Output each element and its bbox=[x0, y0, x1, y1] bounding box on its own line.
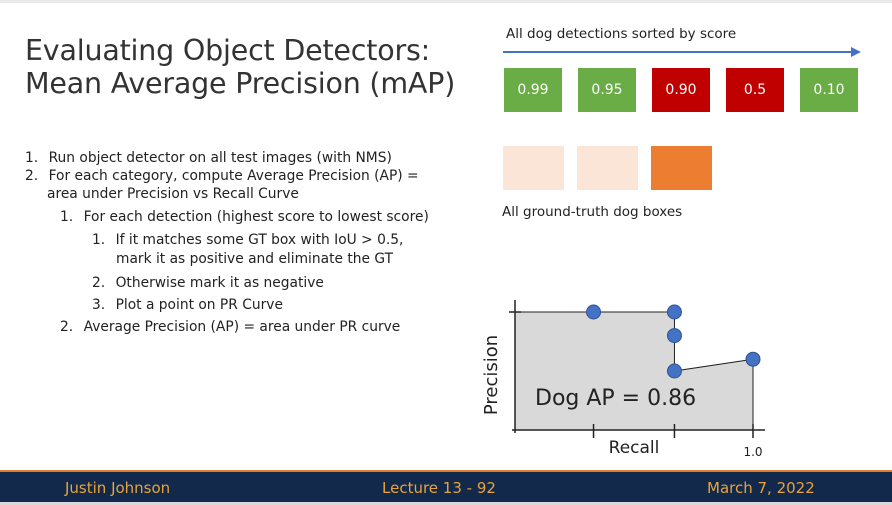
detection-score: 0.95 bbox=[591, 82, 623, 98]
detection-score: 0.90 bbox=[665, 82, 697, 98]
title-line-1: Evaluating Object Detectors: bbox=[25, 34, 431, 67]
pr-area bbox=[514, 311, 754, 431]
step-number: 2. bbox=[25, 168, 39, 184]
footer-bar: Justin Johnson Lecture 13 - 92 March 7, … bbox=[0, 470, 892, 504]
step-2: 2. For each category, compute Average Pr… bbox=[25, 167, 419, 185]
sort-arrow-icon bbox=[503, 47, 861, 57]
title-line-2: Mean Average Precision (mAP) bbox=[25, 67, 456, 100]
ground-truth-label: All ground-truth dog boxes bbox=[502, 204, 683, 220]
step-text: For each category, compute Average Preci… bbox=[48, 168, 419, 184]
step-number: 1. bbox=[60, 209, 74, 225]
pr-point bbox=[586, 304, 602, 320]
step-2-continuation: area under Precision vs Recall Curve bbox=[47, 186, 299, 202]
pr-points bbox=[586, 304, 761, 379]
x-tick-label: 1.0 bbox=[743, 445, 762, 459]
ground-truth-box bbox=[503, 146, 564, 190]
ground-truth-box bbox=[577, 146, 638, 190]
substep-2-1-1-continuation: mark it as positive and eliminate the GT bbox=[116, 251, 394, 267]
detection-box: 0.5 bbox=[726, 68, 784, 112]
substep-2-2: 2. Average Precision (AP) = area under P… bbox=[60, 318, 400, 336]
step-text: For each detection (highest score to low… bbox=[83, 209, 429, 225]
detection-score: 0.99 bbox=[517, 82, 549, 98]
step-number: 1. bbox=[25, 150, 39, 166]
bottom-rule bbox=[0, 502, 892, 505]
step-number: 2. bbox=[92, 275, 106, 291]
pr-point bbox=[666, 363, 682, 379]
pr-point bbox=[745, 351, 761, 367]
pr-curve-chart: Precision Recall 1.0 Dog AP = 0.86 bbox=[481, 300, 765, 459]
step-text: Otherwise mark it as negative bbox=[115, 275, 324, 291]
step-number: 1. bbox=[92, 232, 106, 248]
pr-point bbox=[666, 328, 682, 344]
pr-point bbox=[666, 304, 682, 320]
detection-box: 0.90 bbox=[652, 68, 710, 112]
ground-truth-box bbox=[651, 146, 712, 190]
detection-box: 0.10 bbox=[800, 68, 858, 112]
step-1: 1. Run object detector on all test image… bbox=[25, 149, 392, 167]
substep-2-1-2: 2. Otherwise mark it as negative bbox=[92, 274, 324, 292]
step-text: If it matches some GT box with IoU > 0.5… bbox=[115, 232, 404, 248]
top-rule bbox=[0, 0, 892, 3]
ap-annotation: Dog AP = 0.86 bbox=[535, 386, 696, 411]
step-text: Run object detector on all test images (… bbox=[48, 150, 392, 166]
substep-2-1-1: 1. If it matches some GT box with IoU > … bbox=[92, 231, 403, 249]
footer-lecture: Lecture 13 - 92 bbox=[382, 479, 496, 497]
step-text: Average Precision (AP) = area under PR c… bbox=[83, 319, 401, 335]
y-axis-label: Precision bbox=[481, 335, 502, 415]
substep-2-1-3: 3. Plot a point on PR Curve bbox=[92, 296, 283, 314]
sort-arrow-head bbox=[851, 47, 861, 57]
footer-date: March 7, 2022 bbox=[707, 479, 815, 497]
detection-score: 0.10 bbox=[813, 82, 845, 98]
step-number: 3. bbox=[92, 297, 106, 313]
detection-box: 0.99 bbox=[504, 68, 562, 112]
detection-score: 0.5 bbox=[743, 82, 767, 98]
detection-box: 0.95 bbox=[578, 68, 636, 112]
slide-title: Evaluating Object Detectors: Mean Averag… bbox=[25, 34, 505, 100]
step-text: Plot a point on PR Curve bbox=[115, 297, 283, 313]
substep-2-1: 1. For each detection (highest score to … bbox=[60, 208, 429, 226]
step-number: 2. bbox=[60, 319, 74, 335]
footer-author: Justin Johnson bbox=[65, 479, 171, 497]
detections-label: All dog detections sorted by score bbox=[506, 26, 737, 42]
x-axis-label: Recall bbox=[609, 438, 660, 458]
